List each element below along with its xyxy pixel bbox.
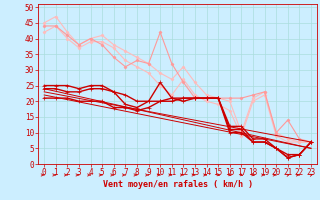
X-axis label: Vent moyen/en rafales ( km/h ): Vent moyen/en rafales ( km/h ) xyxy=(103,180,252,189)
